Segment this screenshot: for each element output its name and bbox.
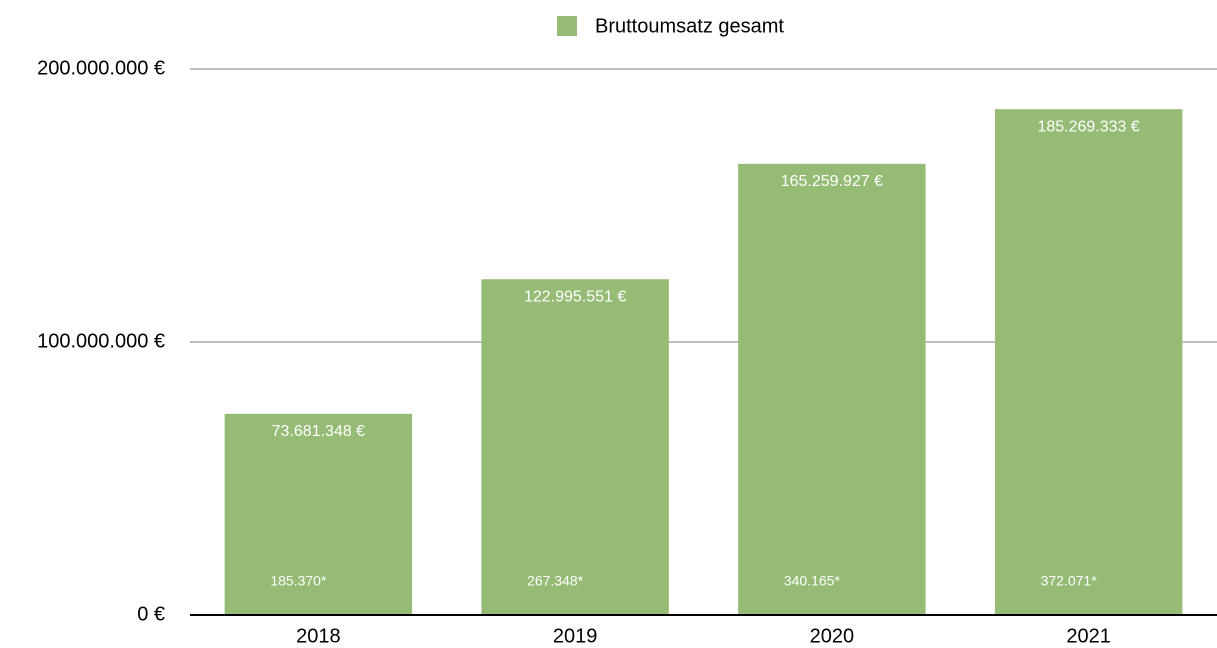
legend-label: Bruttoumsatz gesamt bbox=[595, 15, 784, 37]
value-label: 165.259.927 € bbox=[781, 173, 883, 190]
annotation: 372.071* bbox=[1041, 573, 1098, 589]
value-label: 185.269.333 € bbox=[1037, 118, 1139, 135]
annotation: 185.370* bbox=[270, 573, 327, 589]
value-label: 73.681.348 € bbox=[272, 423, 366, 440]
y-tick-label: 0 € bbox=[137, 603, 165, 625]
y-tick-label: 200.000.000 € bbox=[37, 57, 165, 79]
x-tick-label: 2020 bbox=[810, 625, 855, 647]
bar bbox=[994, 109, 1183, 615]
x-tick-label: 2018 bbox=[296, 625, 341, 647]
bar bbox=[224, 413, 413, 615]
legend-swatch bbox=[557, 16, 577, 36]
x-tick-label: 2021 bbox=[1066, 625, 1111, 647]
annotation: 340.165* bbox=[784, 573, 841, 589]
bar bbox=[738, 163, 926, 615]
value-label: 122.995.551 € bbox=[524, 288, 626, 305]
x-tick-label: 2019 bbox=[553, 625, 598, 647]
annotation: 267.348* bbox=[527, 573, 584, 589]
y-tick-label: 100.000.000 € bbox=[37, 330, 165, 352]
bar bbox=[481, 279, 669, 615]
